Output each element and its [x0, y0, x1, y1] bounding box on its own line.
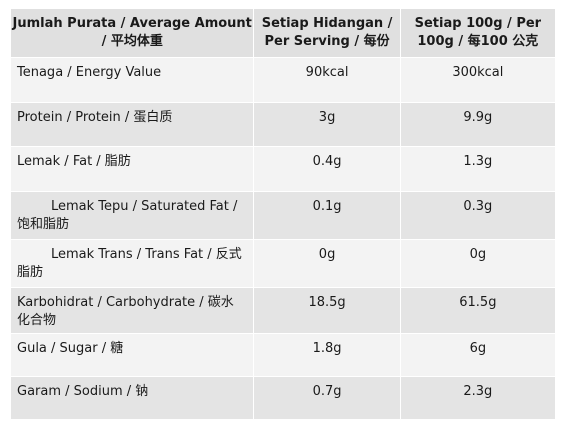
table-row: Karbohidrat / Carbohydrate / 碳水化合物 18.5g… [9, 287, 557, 334]
table-row: Garam / Sodium / 钠 0.7g 2.3g [9, 376, 557, 420]
nutrient-label: Karbohidrat / Carbohydrate / 碳水化合物 [9, 287, 255, 334]
per-100g-value: 2.3g [399, 376, 557, 420]
per-serving-value: 18.5g [253, 287, 401, 334]
per-serving-value: 0g [253, 239, 401, 288]
table-row: Lemak Tepu / Saturated Fat / 饱和脂肪 0.1g 0… [9, 191, 557, 240]
table-row: Lemak Trans / Trans Fat / 反式脂肪 0g 0g [9, 239, 557, 288]
per-100g-value: 9.9g [399, 102, 557, 147]
table-header-row: Jumlah Purata / Average Amount / 平均体重 Se… [9, 8, 557, 58]
per-100g-value: 300kcal [399, 57, 557, 103]
per-serving-value: 3g [253, 102, 401, 147]
per-100g-value: 1.3g [399, 146, 557, 192]
nutrient-label: Lemak / Fat / 脂肪 [9, 146, 255, 192]
per-serving-value: 1.8g [253, 333, 401, 377]
nutrient-label: Lemak Tepu / Saturated Fat / 饱和脂肪 [9, 191, 255, 240]
per-100g-value: 0g [399, 239, 557, 288]
per-serving-value: 0.1g [253, 191, 401, 240]
nutrient-label: Protein / Protein / 蛋白质 [9, 102, 255, 147]
nutrient-label: Gula / Sugar / 糖 [9, 333, 255, 377]
table-row: Lemak / Fat / 脂肪 0.4g 1.3g [9, 146, 557, 192]
header-per-100g: Setiap 100g / Per 100g / 每100 公克 [399, 8, 557, 58]
per-serving-value: 0.4g [253, 146, 401, 192]
table-row: Protein / Protein / 蛋白质 3g 9.9g [9, 102, 557, 147]
table-row: Gula / Sugar / 糖 1.8g 6g [9, 333, 557, 377]
per-100g-value: 6g [399, 333, 557, 377]
per-serving-value: 0.7g [253, 376, 401, 420]
header-average-amount: Jumlah Purata / Average Amount / 平均体重 [9, 8, 255, 58]
table-row: Tenaga / Energy Value 90kcal 300kcal [9, 57, 557, 103]
per-serving-value: 90kcal [253, 57, 401, 103]
nutrient-label: Lemak Trans / Trans Fat / 反式脂肪 [9, 239, 255, 288]
per-100g-value: 0.3g [399, 191, 557, 240]
nutrition-table: Jumlah Purata / Average Amount / 平均体重 Se… [9, 8, 557, 420]
nutrient-label: Tenaga / Energy Value [9, 57, 255, 103]
per-100g-value: 61.5g [399, 287, 557, 334]
nutrient-label: Garam / Sodium / 钠 [9, 376, 255, 420]
header-per-serving: Setiap Hidangan / Per Serving / 每份 [253, 8, 401, 58]
